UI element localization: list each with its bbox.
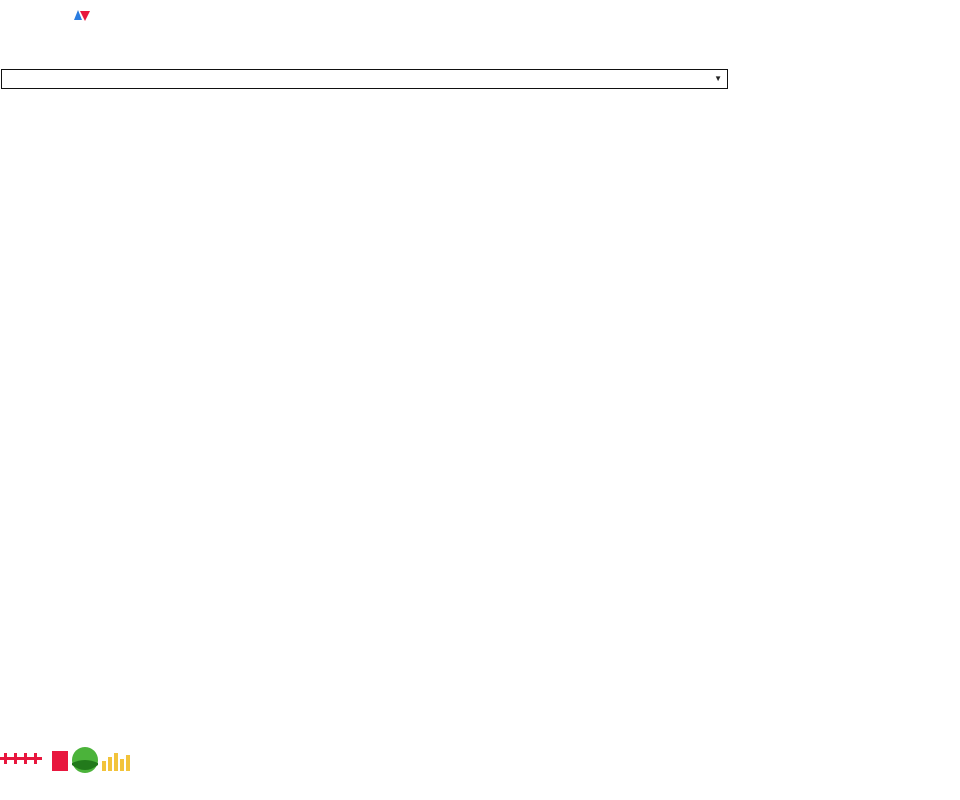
chevron-down-icon: ▼ [714,74,722,83]
stacked-bar-chart [0,100,730,715]
index-logo [5,8,205,48]
decorative-icons-left [0,747,130,773]
indicator-filter-dropdown[interactable]: ▼ [1,69,728,89]
logo-triangles-icon [74,10,90,21]
